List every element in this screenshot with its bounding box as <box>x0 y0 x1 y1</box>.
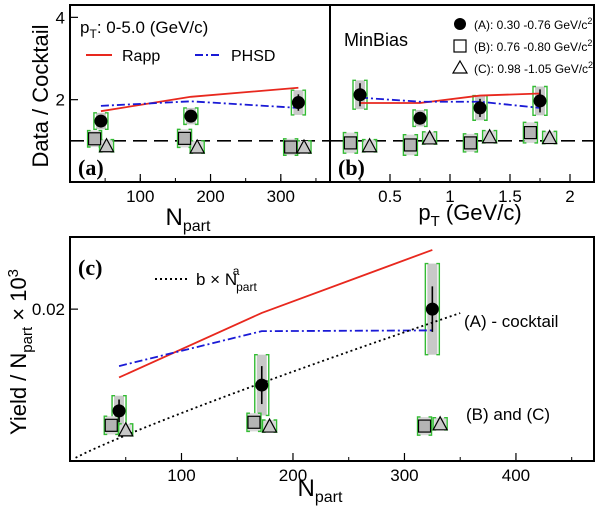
panel-b-xlabel: pT (GeV/c) <box>418 200 521 230</box>
panel-c-label: (c) <box>78 255 102 280</box>
point-square-b-0 <box>343 136 357 150</box>
x-tick-label-c-3: 400 <box>502 466 530 485</box>
line-b-x-npart-a-c <box>75 312 461 459</box>
point-circle-b-1 <box>413 111 427 125</box>
x-tick-label-c-2: 300 <box>390 466 418 485</box>
legend-a-marker <box>454 18 466 30</box>
point-square-c-0 <box>104 418 118 432</box>
panel-a-ylabel: Data / Cocktail <box>28 24 53 167</box>
point-triangle-b-1 <box>421 129 438 145</box>
panel-c-plot: 100 200 300 400 0.02 <box>32 249 573 485</box>
panel-c-frame <box>69 236 595 462</box>
legend-a-label: (A): 0.30 -0.76 GeV/c2 <box>474 16 592 32</box>
legend-b-label: (B): 0.76 -0.80 GeV/c2 <box>474 38 592 54</box>
x-tick-label-a-0: 100 <box>126 187 154 206</box>
panel-b-label: (b) <box>338 155 365 180</box>
line-phsd-b <box>359 96 541 109</box>
point-triangle-b-0 <box>361 137 378 153</box>
panel-b-annotation: MinBias <box>344 30 408 50</box>
panel-a-annotation: pT: 0-5.0 (GeV/c) <box>80 18 208 41</box>
legend-fit-label: b × Nparta <box>196 264 257 294</box>
point-triangle-b-2 <box>481 128 498 144</box>
point-triangle-b-3 <box>541 129 558 145</box>
label-b-and-c: (B) and (C) <box>466 405 550 424</box>
panel-b-frame <box>329 4 595 183</box>
legend-c-marker <box>451 59 469 74</box>
x-tick-label-a-1: 200 <box>196 187 224 206</box>
point-square-a-2 <box>284 140 298 154</box>
point-square-a-1 <box>177 131 192 145</box>
y-tick-label-c-0: 0.02 <box>32 300 65 319</box>
legend-c-label: (C): 0.98 -1.05 GeV/c2 <box>474 60 593 76</box>
point-circle-a-1 <box>184 109 198 123</box>
sys-bracket-b <box>522 121 539 144</box>
x-tick-label-b-2: 1.5 <box>498 187 522 206</box>
line-phsd-a <box>100 100 299 109</box>
point-circle-a-2 <box>291 96 305 110</box>
x-tick-label-a-2: 300 <box>267 187 295 206</box>
sys-bracket-b <box>342 131 359 154</box>
sys-bracket-b <box>412 109 428 128</box>
point-square-a-0 <box>87 132 102 146</box>
point-circle-b-2 <box>473 101 487 115</box>
x-tick-label-b-1: 1 <box>445 187 454 206</box>
y-tick-label-a-1: 4 <box>56 8 65 27</box>
sys-bracket-c <box>246 412 262 433</box>
point-triangle-a-2 <box>295 138 313 154</box>
panel-a-label: (a) <box>78 155 104 180</box>
point-circle-c-0 <box>112 404 126 418</box>
line-phsd-c <box>118 329 433 367</box>
x-tick-label-b-3: 2 <box>565 187 574 206</box>
point-triangle-c-1 <box>261 417 278 433</box>
x-tick-label-c-0: 100 <box>167 466 195 485</box>
sys-bracket-a <box>183 107 199 126</box>
point-circle-b-3 <box>533 94 547 108</box>
sys-bracket-c <box>424 262 441 356</box>
sys-bracket-b <box>532 85 548 117</box>
point-circle-b-0 <box>353 88 367 102</box>
point-circle-a-0 <box>94 114 108 128</box>
legend-b-marker <box>453 39 467 53</box>
line-rapp-b <box>360 92 541 104</box>
x-tick-label-b-0: 0.5 <box>378 187 402 206</box>
legend-phsd-label: PHSD <box>231 48 275 65</box>
point-triangle-a-0 <box>98 137 115 153</box>
sys-bracket-b <box>462 133 479 153</box>
panel-a-xlabel: Npart <box>166 204 211 235</box>
panel-c-ylabel: Yield / Npart × 103 <box>5 269 36 435</box>
point-square-b-3 <box>523 126 538 140</box>
sys-bracket-a <box>290 89 307 116</box>
panel-c-xlabel: Npart <box>298 475 343 506</box>
line-rapp-a <box>100 86 299 113</box>
panel-a-plot: 100 200 300 2 4 <box>56 8 330 206</box>
point-triangle-c-2 <box>432 415 449 431</box>
sys-bracket-a <box>93 112 109 131</box>
point-circle-c-1 <box>255 378 269 392</box>
point-square-c-2 <box>417 419 432 433</box>
point-square-c-1 <box>247 415 261 429</box>
line-rapp-c <box>118 249 433 379</box>
y-tick-label-a-0: 2 <box>56 91 65 110</box>
point-square-b-1 <box>403 138 417 152</box>
label-a-cocktail: (A) - cocktail <box>464 312 558 331</box>
legend-rapp-label: Rapp <box>122 48 160 65</box>
sys-bracket-b <box>352 79 368 110</box>
x-tick-label-c-1: 200 <box>279 466 307 485</box>
point-triangle-a-1 <box>189 138 206 154</box>
point-circle-c-2 <box>425 302 439 316</box>
sys-bracket-b <box>402 133 419 156</box>
point-square-b-2 <box>463 136 477 150</box>
point-triangle-c-0 <box>117 421 134 437</box>
panel-b-plot: 0.5 1 1.5 2 <box>329 79 594 206</box>
sys-bracket-c <box>416 416 433 436</box>
